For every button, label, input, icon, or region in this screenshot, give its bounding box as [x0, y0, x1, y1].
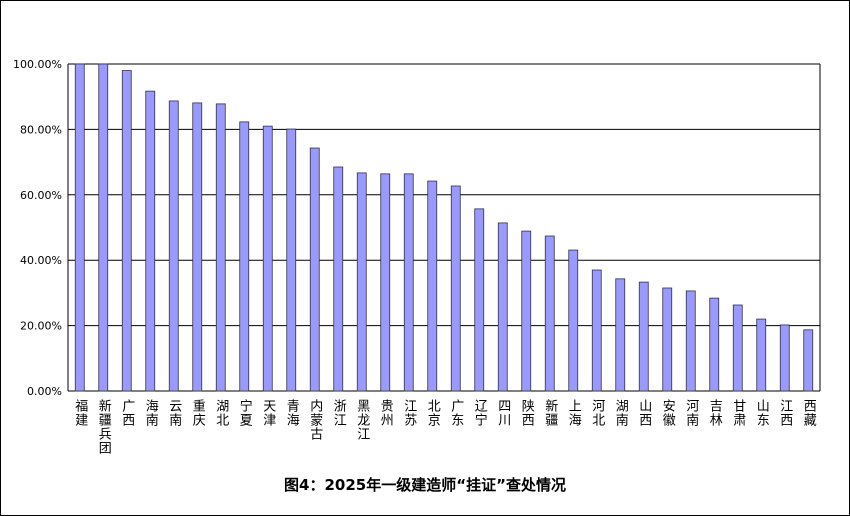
x-tick-label: 山东	[754, 399, 770, 427]
x-tick-label: 黑龙江	[354, 399, 370, 441]
bar	[145, 90, 156, 392]
bar	[450, 185, 461, 392]
bar	[309, 147, 320, 392]
bar	[427, 180, 438, 392]
bar	[803, 329, 814, 392]
bar	[779, 324, 790, 392]
x-tick-label: 内蒙古	[307, 398, 323, 441]
x-tick-label: 北京	[425, 399, 441, 427]
bar	[685, 290, 696, 392]
bar	[168, 100, 179, 392]
y-tick-label: 40.00%	[20, 254, 62, 267]
y-tick-label: 60.00%	[20, 189, 62, 202]
y-tick-label: 100.00%	[13, 58, 62, 71]
x-tick-label: 浙江	[331, 399, 347, 427]
bar	[709, 297, 720, 392]
bar	[544, 235, 555, 392]
x-tick-label: 广西	[119, 399, 135, 427]
bar	[74, 63, 85, 392]
x-tick-label: 山西	[636, 399, 652, 427]
x-tick-label: 重庆	[190, 398, 206, 427]
bar	[98, 63, 109, 392]
bar	[662, 287, 673, 392]
x-tick-label: 海南	[143, 399, 159, 427]
x-tick-label: 四川	[495, 399, 511, 427]
x-tick-label: 天津	[260, 399, 276, 427]
x-tick-label: 湖北	[213, 399, 229, 427]
x-tick-label: 河北	[589, 399, 605, 427]
x-tick-label: 安徽	[660, 399, 676, 427]
x-tick-label: 西藏	[801, 399, 817, 427]
bar	[591, 269, 602, 392]
x-tick-label: 上海	[566, 399, 582, 427]
bar	[121, 70, 132, 392]
x-tick-label: 宁夏	[237, 398, 253, 427]
bar	[638, 281, 649, 392]
bar	[568, 249, 579, 392]
x-tick-label: 湖南	[613, 399, 629, 427]
chart-title: 图4：2025年一级建造师“挂证”查处情况	[284, 476, 566, 494]
bar	[262, 125, 273, 392]
x-tick-label: 吉林	[707, 399, 723, 427]
bar	[732, 304, 743, 392]
bar	[286, 128, 297, 392]
x-tick-label: 新疆兵团	[96, 398, 112, 455]
x-tick-label: 广东	[448, 399, 464, 427]
bar	[615, 278, 626, 392]
x-tick-label: 辽宁	[472, 399, 488, 427]
x-tick-label: 新疆	[542, 398, 558, 427]
bar	[756, 318, 767, 392]
x-tick-label: 河南	[683, 399, 699, 427]
x-tick-label: 贵州	[378, 399, 394, 427]
bar	[380, 173, 391, 392]
y-tick-label: 20.00%	[20, 320, 62, 333]
bar	[333, 166, 344, 392]
y-tick-label: 80.00%	[20, 123, 62, 136]
x-tick-label: 福建	[72, 399, 88, 427]
bar	[497, 222, 508, 392]
bar	[215, 103, 226, 392]
y-tick-label: 0.00%	[27, 385, 62, 398]
bar	[403, 173, 414, 392]
bar	[474, 208, 485, 392]
x-tick-label: 云南	[166, 399, 182, 427]
bar	[192, 102, 203, 392]
x-tick-label: 甘肃	[730, 399, 746, 427]
x-tick-label: 江西	[777, 399, 793, 427]
x-tick-label: 陕西	[519, 399, 535, 427]
bar	[356, 172, 367, 392]
bar	[521, 230, 532, 392]
x-tick-label: 青海	[284, 399, 300, 427]
x-tick-label: 江苏	[401, 399, 417, 427]
bar	[239, 121, 250, 392]
